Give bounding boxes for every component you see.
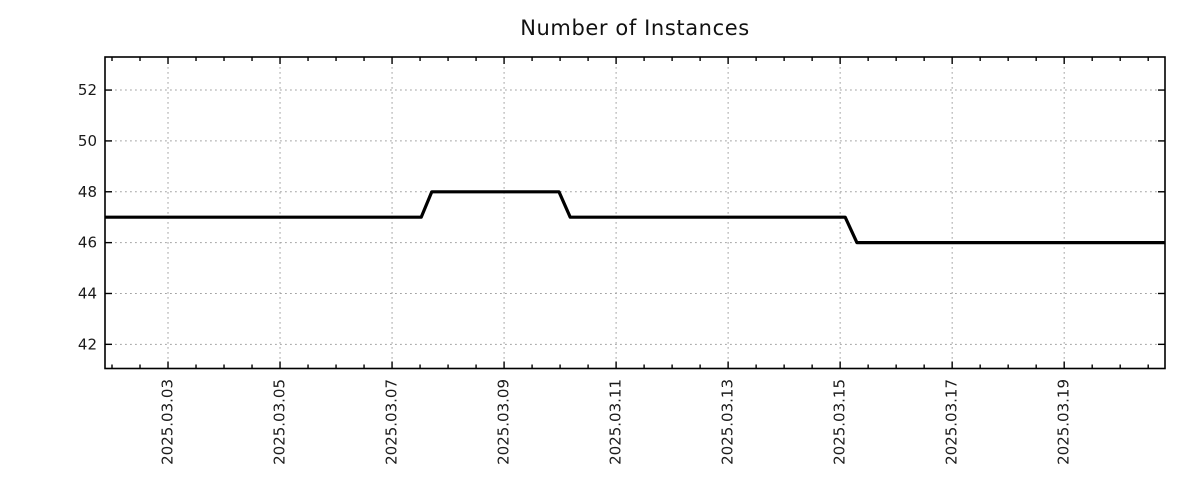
y-tick-label: 48 — [78, 183, 97, 201]
x-tick-label: 2025.03.09 — [495, 379, 513, 465]
x-tick-label: 2025.03.11 — [607, 379, 625, 465]
x-tick-label: 2025.03.03 — [159, 379, 177, 465]
x-tick-labels: 2025.03.03 2025.03.05 2025.03.07 2025.03.09… — [159, 379, 1073, 465]
axis-ticks — [105, 57, 1165, 369]
chart-title: Number of Instances — [520, 16, 750, 40]
y-tick-labels: 42 44 46 48 50 52 — [78, 81, 97, 353]
x-tick-label: 2025.03.19 — [1055, 379, 1073, 465]
x-tick-label: 2025.03.13 — [719, 379, 737, 465]
y-tick-label: 50 — [78, 132, 97, 150]
plot-border — [104, 56, 1166, 370]
x-tick-label: 2025.03.05 — [271, 379, 289, 465]
series-line-instances — [105, 190, 1165, 245]
y-tick-label: 46 — [78, 234, 97, 252]
x-tick-label: 2025.03.15 — [831, 379, 849, 465]
y-tick-label: 42 — [78, 335, 97, 353]
gridlines — [105, 57, 1165, 369]
x-tick-label: 2025.03.07 — [383, 379, 401, 465]
y-tick-label: 44 — [78, 284, 97, 302]
y-tick-label: 52 — [78, 81, 97, 99]
x-tick-label: 2025.03.17 — [943, 379, 961, 465]
